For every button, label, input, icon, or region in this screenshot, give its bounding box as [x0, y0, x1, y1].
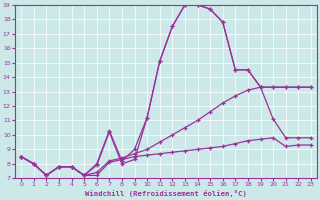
X-axis label: Windchill (Refroidissement éolien,°C): Windchill (Refroidissement éolien,°C) [85, 190, 247, 197]
